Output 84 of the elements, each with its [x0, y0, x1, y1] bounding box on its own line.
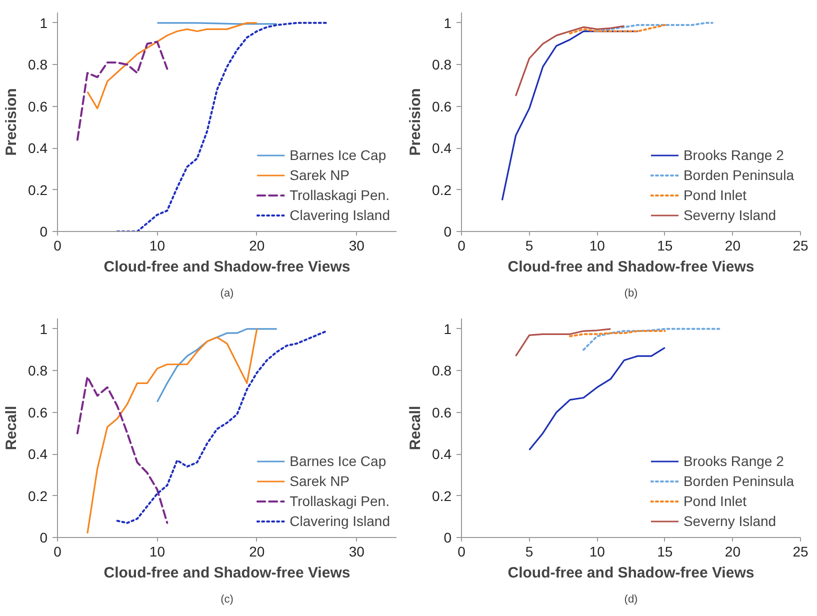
- x-tick-label: 10: [149, 238, 166, 254]
- y-tick-label: 0.6: [432, 98, 452, 114]
- legend-label: Trollaskagi Pen.: [290, 187, 390, 203]
- y-tick-label: 1: [444, 320, 452, 337]
- text: (d): [624, 594, 638, 606]
- y-tick-label: 0: [444, 530, 452, 546]
- legend-label: Borden Peninsula: [683, 167, 794, 183]
- legend-label: Clavering Island: [290, 513, 390, 529]
- line-series: [582, 328, 720, 351]
- line-series: [528, 346, 666, 451]
- x-tick-label: 0: [54, 238, 62, 254]
- y-tick-label: 0.6: [432, 404, 452, 420]
- x-tick-label: 20: [724, 544, 741, 560]
- line-series: [568, 24, 666, 34]
- x-tick-label: 10: [589, 238, 606, 254]
- x-tick-label: 10: [589, 544, 606, 560]
- y-tick-label: 0: [40, 224, 48, 240]
- text: (c): [220, 594, 234, 606]
- y-tick-label: 0.4: [28, 140, 48, 156]
- line-series: [86, 22, 258, 110]
- y-tick-label: 0.2: [432, 182, 452, 198]
- y-tick-label: 0.2: [28, 488, 48, 504]
- x-axis-title: Cloud-free and Shadow-free Views: [508, 258, 754, 276]
- line-series: [501, 30, 639, 202]
- x-tick-label: 25: [792, 544, 808, 560]
- y-tick-label: 0.6: [28, 404, 48, 420]
- x-tick-label: 20: [249, 544, 265, 560]
- legend-label: Barnes Ice Cap: [290, 453, 386, 469]
- y-axis-title: Precision: [407, 88, 424, 156]
- line-series: [596, 22, 714, 32]
- line-series: [514, 328, 612, 357]
- x-tick-label: 20: [249, 238, 265, 254]
- line-series: [514, 25, 626, 97]
- x-tick-label: 30: [348, 238, 365, 254]
- legend-label: Pond Inlet: [683, 493, 747, 509]
- x-tick-label: 15: [657, 544, 673, 560]
- y-tick-label: 0.2: [28, 182, 48, 198]
- y-axis-title: Precision: [3, 88, 20, 156]
- y-tick-label: 0.8: [432, 362, 452, 379]
- legend-label: Clavering Island: [290, 207, 390, 223]
- x-tick-label: 25: [792, 238, 808, 254]
- x-tick-label: 0: [458, 238, 466, 254]
- y-tick-label: 1: [40, 320, 48, 337]
- x-axis-title: Cloud-free and Shadow-free Views: [508, 564, 754, 582]
- x-tick-label: 0: [458, 544, 466, 560]
- y-tick-label: 0.8: [432, 56, 452, 73]
- legend-label: Brooks Range 2: [683, 453, 784, 469]
- x-axis-title: Cloud-free and Shadow-free Views: [104, 258, 350, 276]
- y-tick-label: 0: [40, 530, 48, 546]
- y-tick-label: 0.4: [28, 446, 48, 462]
- text: (b): [624, 288, 638, 300]
- x-tick-label: 0: [54, 544, 62, 560]
- legend-label: Sarek NP: [290, 473, 350, 489]
- y-tick-label: 0.2: [432, 488, 452, 504]
- line-series: [156, 328, 278, 403]
- y-tick-label: 0.6: [28, 98, 48, 114]
- y-tick-label: 1: [444, 14, 452, 31]
- y-tick-label: 0.8: [28, 56, 48, 73]
- x-tick-label: 15: [657, 238, 673, 254]
- line-series: [86, 328, 258, 534]
- x-tick-label: 30: [348, 544, 365, 560]
- legend-label: Barnes Ice Cap: [290, 147, 386, 163]
- legend-label: Trollaskagi Pen.: [290, 493, 390, 509]
- legend-label: Borden Peninsula: [683, 473, 794, 489]
- y-tick-label: 0.4: [432, 446, 452, 462]
- y-tick-label: 0.4: [432, 140, 452, 156]
- legend-label: Pond Inlet: [683, 187, 747, 203]
- x-tick-label: 5: [525, 544, 534, 560]
- x-axis-title: Cloud-free and Shadow-free Views: [104, 564, 350, 582]
- y-axis-title: Recall: [407, 406, 424, 450]
- x-tick-label: 20: [724, 238, 741, 254]
- y-axis-title: Recall: [3, 406, 20, 450]
- x-tick-label: 5: [525, 238, 534, 254]
- x-tick-label: 10: [149, 544, 166, 560]
- y-tick-label: 0.8: [28, 362, 48, 379]
- y-tick-label: 0: [444, 224, 452, 240]
- legend-label: Severny Island: [683, 207, 776, 223]
- text: (a): [220, 288, 234, 300]
- legend-label: Severny Island: [683, 513, 776, 529]
- line-series: [76, 40, 168, 141]
- legend-label: Sarek NP: [290, 167, 350, 183]
- line-series: [76, 376, 168, 524]
- legend-label: Brooks Range 2: [683, 147, 784, 163]
- y-tick-label: 1: [40, 14, 48, 31]
